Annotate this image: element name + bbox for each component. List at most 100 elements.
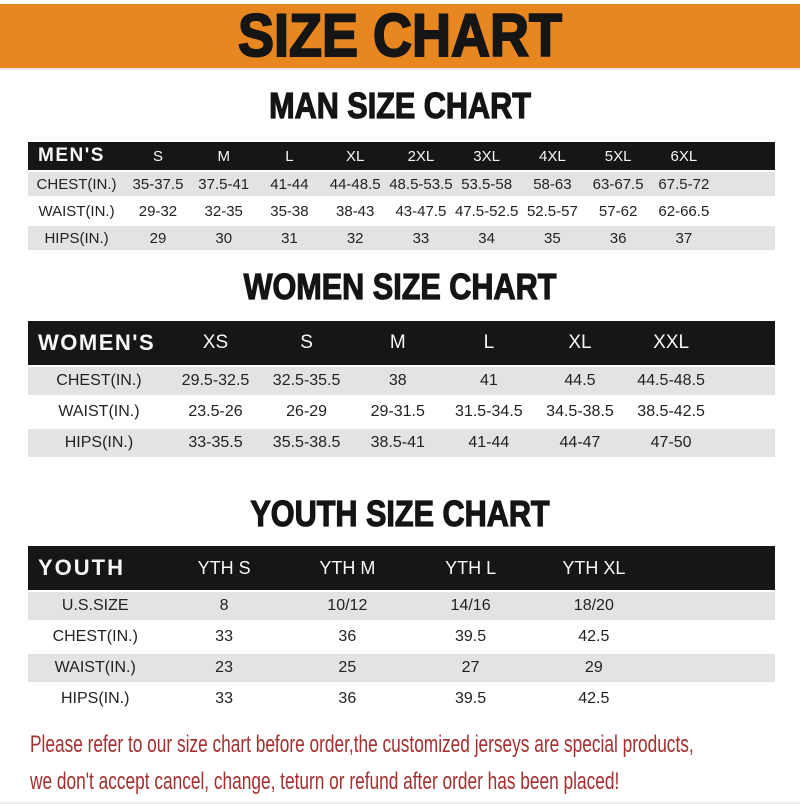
size-column-header: XL bbox=[534, 321, 626, 367]
size-value-cell: 33 bbox=[162, 621, 286, 654]
size-value-cell: 29-32 bbox=[125, 197, 191, 226]
size-value-cell: 39.5 bbox=[408, 683, 533, 716]
size-value-cell: 47.5-52.5 bbox=[453, 197, 520, 226]
size-value-cell: 35-37.5 bbox=[125, 171, 191, 199]
spacer-cell bbox=[716, 171, 775, 199]
spacer-cell bbox=[655, 652, 775, 685]
size-value-cell: 33-35.5 bbox=[169, 427, 262, 460]
size-column-header: XL bbox=[322, 142, 389, 172]
measurement-row: WAIST(IN.) 29-32 32-35 35-38 38-43 43-47.5 47.… bbox=[28, 197, 775, 226]
table-group-label: WOMEN'S bbox=[28, 321, 170, 367]
size-value-cell: 29 bbox=[125, 224, 191, 253]
measurement-row: WAIST(IN.) 23.5-26 26-29 29-31.5 31.5-34.5 34… bbox=[28, 396, 775, 429]
page-title: SIZE CHART bbox=[237, 2, 563, 69]
size-value-cell: 29-31.5 bbox=[352, 396, 444, 429]
size-value-cell: 42.5 bbox=[532, 621, 656, 654]
size-column-header: M bbox=[190, 142, 257, 172]
size-value-cell: 33 bbox=[388, 224, 454, 253]
size-value-cell: 23 bbox=[162, 652, 286, 685]
spacer-cell bbox=[655, 621, 775, 654]
row-label-cell: HIPS(IN.) bbox=[28, 224, 126, 253]
size-value-cell: 41-44 bbox=[256, 171, 323, 199]
row-label-cell: WAIST(IN.) bbox=[28, 396, 170, 429]
size-value-cell: 37.5-41 bbox=[190, 171, 257, 199]
size-column-header: 4XL bbox=[519, 142, 586, 172]
size-column-header: S bbox=[125, 142, 191, 172]
spacer-cell bbox=[655, 591, 775, 623]
row-label-cell: CHEST(IN.) bbox=[28, 621, 163, 654]
measurement-row: CHEST(IN.) 35-37.5 37.5-41 41-44 44-48.5 48.5… bbox=[28, 171, 775, 199]
size-value-cell: 14/16 bbox=[408, 591, 533, 623]
row-label-cell: WAIST(IN.) bbox=[28, 652, 163, 685]
youth-section-heading: YOUTH SIZE CHART bbox=[0, 493, 800, 534]
spacer-cell bbox=[716, 224, 775, 253]
size-chart-banner: SIZE CHART bbox=[0, 2, 800, 70]
size-value-cell: 10/12 bbox=[285, 591, 409, 623]
size-value-cell: 44.5-48.5 bbox=[625, 366, 717, 398]
row-label-cell: U.S.SIZE bbox=[28, 591, 163, 623]
size-column-header: M bbox=[352, 321, 444, 367]
size-value-cell: 32-35 bbox=[190, 197, 257, 226]
size-value-cell: 27 bbox=[408, 652, 533, 685]
measurement-row: CHEST(IN.) 29.5-32.5 32.5-35.5 38 41 44.5 44.5… bbox=[28, 366, 775, 398]
row-label-cell: CHEST(IN.) bbox=[28, 171, 126, 199]
size-value-cell: 41 bbox=[443, 366, 535, 398]
women-size-table: WOMEN'S XS S M L XL XXL CHEST(IN.) 29.5-32.5 32.… bbox=[28, 321, 775, 460]
men-size-table: MEN'S S M L XL 2XL 3XL 4XL 5XL 6XL CHEST(IN.) 35-3… bbox=[28, 142, 775, 253]
spacer-cell bbox=[655, 683, 775, 716]
size-value-cell: 32 bbox=[322, 224, 389, 253]
size-value-cell: 36 bbox=[285, 621, 409, 654]
size-column-header: XS bbox=[169, 321, 262, 367]
size-value-cell: 37 bbox=[650, 224, 717, 253]
size-value-cell: 25 bbox=[285, 652, 409, 685]
size-value-cell: 18/20 bbox=[532, 591, 656, 623]
spacer-cell bbox=[716, 366, 775, 398]
measurement-row: HIPS(IN.) 29 30 31 32 33 34 35 36 37 bbox=[28, 224, 775, 253]
size-value-cell: 53.5-58 bbox=[453, 171, 520, 199]
women-section-heading-text: WOMEN SIZE CHART bbox=[243, 266, 557, 307]
table-group-label: YOUTH bbox=[28, 546, 163, 592]
size-value-cell: 62-66.5 bbox=[650, 197, 717, 226]
size-value-cell: 33 bbox=[162, 683, 286, 716]
measurement-row: CHEST(IN.) 33 36 39.5 42.5 bbox=[28, 621, 775, 654]
row-label-cell: WAIST(IN.) bbox=[28, 197, 126, 226]
size-header-row: WOMEN'S XS S M L XL XXL bbox=[28, 321, 775, 367]
size-value-cell: 38-43 bbox=[322, 197, 389, 226]
size-value-cell: 63-67.5 bbox=[585, 171, 651, 199]
size-column-header: YTH S bbox=[162, 546, 286, 592]
size-value-cell: 38.5-41 bbox=[352, 427, 444, 460]
size-value-cell: 48.5-53.5 bbox=[388, 171, 454, 199]
size-value-cell: 31 bbox=[256, 224, 323, 253]
man-section-heading-text: MAN SIZE CHART bbox=[269, 85, 532, 126]
size-value-cell: 31.5-34.5 bbox=[443, 396, 535, 429]
youth-size-table: YOUTH YTH S YTH M YTH L YTH XL U.S.SIZE 8 10/1… bbox=[28, 546, 775, 716]
row-label-cell: CHEST(IN.) bbox=[28, 366, 170, 398]
size-value-cell: 35-38 bbox=[256, 197, 323, 226]
size-value-cell: 43-47.5 bbox=[388, 197, 454, 226]
size-value-cell: 38 bbox=[352, 366, 444, 398]
spacer-cell bbox=[716, 197, 775, 226]
spacer-cell bbox=[716, 142, 775, 172]
measurement-row: HIPS(IN.) 33-35.5 35.5-38.5 38.5-41 41-44 44-… bbox=[28, 427, 775, 460]
row-label-cell: HIPS(IN.) bbox=[28, 427, 170, 460]
measurement-row: WAIST(IN.) 23 25 27 29 bbox=[28, 652, 775, 685]
size-value-cell: 67.5-72 bbox=[650, 171, 717, 199]
row-label-cell: HIPS(IN.) bbox=[28, 683, 163, 716]
size-column-header: 3XL bbox=[453, 142, 520, 172]
size-column-header: L bbox=[256, 142, 323, 172]
size-column-header: 5XL bbox=[585, 142, 651, 172]
size-column-header: S bbox=[261, 321, 353, 367]
size-value-cell: 36 bbox=[285, 683, 409, 716]
size-value-cell: 47-50 bbox=[625, 427, 717, 460]
table-group-label: MEN'S bbox=[28, 142, 126, 172]
size-value-cell: 23.5-26 bbox=[169, 396, 262, 429]
size-value-cell: 38.5-42.5 bbox=[625, 396, 717, 429]
size-value-cell: 34.5-38.5 bbox=[534, 396, 626, 429]
size-column-header: YTH L bbox=[408, 546, 533, 592]
size-value-cell: 35 bbox=[519, 224, 586, 253]
disclaimer-line-1: Please refer to our size chart before or… bbox=[30, 731, 694, 758]
disclaimer-line-2: we don't accept cancel, change, teturn o… bbox=[30, 768, 620, 795]
size-value-cell: 44.5 bbox=[534, 366, 626, 398]
size-column-header: 6XL bbox=[650, 142, 717, 172]
size-header-row: MEN'S S M L XL 2XL 3XL 4XL 5XL 6XL bbox=[28, 142, 775, 172]
